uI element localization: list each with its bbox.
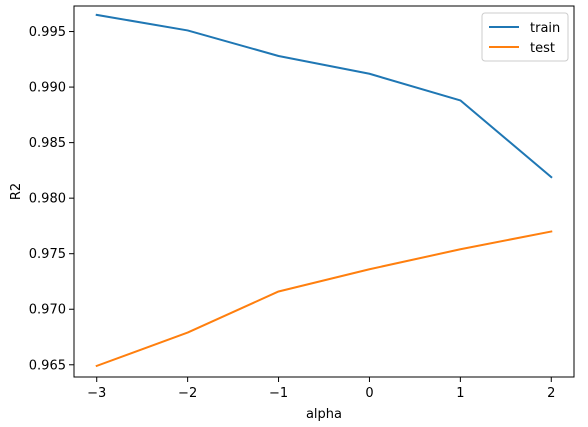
y-axis-ticks: 0.965 0.970 0.975 0.980 0.985 0.990 0.995: [29, 25, 74, 373]
legend-label-train: train: [530, 21, 560, 36]
legend-label-test: test: [530, 41, 555, 56]
y-tick-label: 0.990: [29, 81, 66, 96]
x-axis-ticks: −3 −2 −1 0 1 2: [87, 377, 555, 401]
plot-frame: [73, 5, 575, 378]
x-tick-label: 1: [456, 386, 464, 401]
series-line-test: [95, 230, 553, 368]
x-tick-label: 2: [547, 386, 555, 401]
y-tick-label: 0.985: [29, 136, 66, 151]
y-tick-label: 0.980: [29, 192, 66, 207]
series-line-train: [95, 13, 553, 179]
y-axis-label: R2: [9, 183, 24, 200]
y-tick-label: 0.975: [29, 247, 66, 262]
y-tick-label: 0.965: [29, 358, 66, 373]
y-tick-label: 0.970: [29, 303, 66, 318]
x-tick-label: −2: [178, 386, 197, 401]
x-tick-label: 0: [365, 386, 373, 401]
x-axis-label: alpha: [306, 407, 342, 422]
y-tick-label: 0.995: [29, 25, 66, 40]
x-tick-label: −1: [269, 386, 288, 401]
series-lines: [95, 13, 553, 368]
plot-area: [74, 6, 574, 377]
legend: train test: [481, 12, 569, 62]
x-tick-label: −3: [87, 386, 106, 401]
legend-box: [481, 12, 569, 62]
